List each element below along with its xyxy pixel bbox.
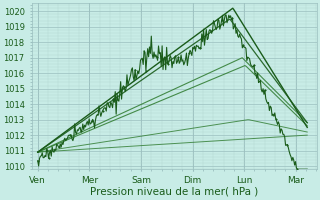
- X-axis label: Pression niveau de la mer( hPa ): Pression niveau de la mer( hPa ): [90, 187, 258, 197]
